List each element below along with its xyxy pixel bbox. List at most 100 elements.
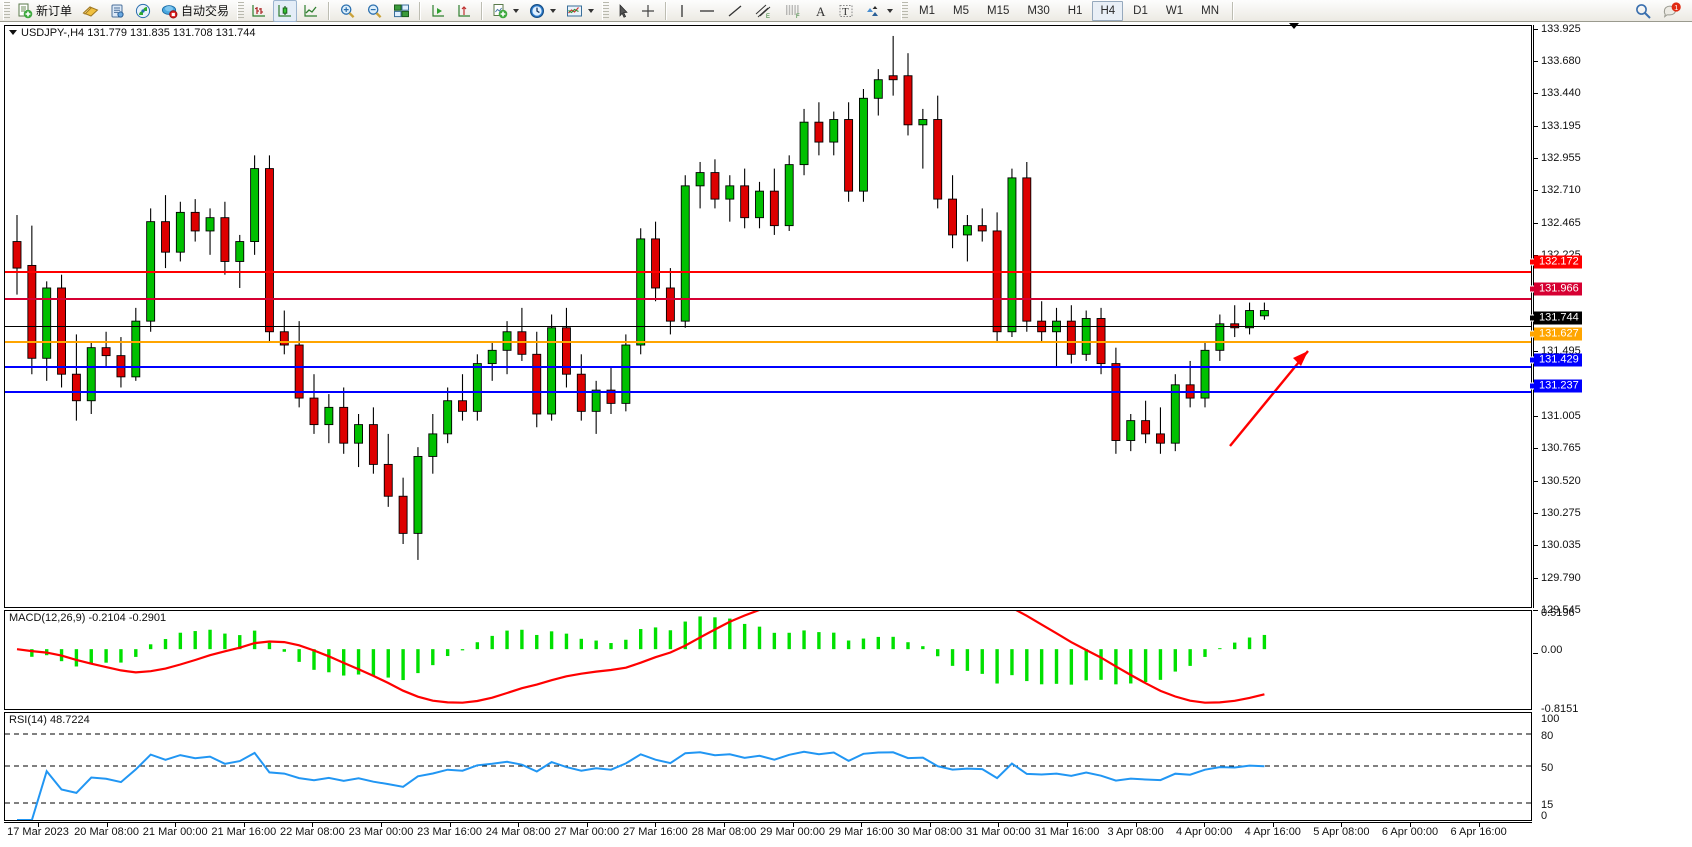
svg-text:T: T bbox=[842, 6, 849, 18]
auto-scroll-button[interactable] bbox=[452, 0, 476, 22]
price-level-line-131744[interactable] bbox=[5, 326, 1531, 327]
time-axis-label: 4 Apr 16:00 bbox=[1244, 826, 1301, 838]
time-axis-label: 28 Mar 08:00 bbox=[691, 826, 757, 838]
trendline-icon bbox=[728, 5, 742, 16]
cursor-button[interactable] bbox=[612, 0, 634, 22]
crosshair-button[interactable] bbox=[636, 0, 660, 22]
price-tick-label: 133.680 bbox=[1541, 55, 1581, 68]
line-chart-button[interactable] bbox=[299, 0, 323, 22]
tab-timeframe-w1[interactable]: W1 bbox=[1165, 4, 1184, 17]
equidistant-channel-button[interactable]: E bbox=[750, 0, 778, 22]
current-bar-marker-icon bbox=[1289, 23, 1299, 29]
toolbar-grip-3[interactable] bbox=[602, 1, 610, 20]
price-tag-131.627[interactable]: 131.627 bbox=[1534, 327, 1582, 341]
toolbar-grip-2[interactable] bbox=[237, 1, 245, 20]
zoom-out-button[interactable] bbox=[362, 0, 387, 22]
price-tag-131.429[interactable]: 131.429 bbox=[1534, 353, 1582, 367]
price-tag-131.237[interactable]: 131.237 bbox=[1534, 379, 1582, 393]
price-scale[interactable]: 133.925 133.680 133.440 133.195 132.955 132.7… bbox=[1529, 23, 1692, 822]
toolbar-separator-3 bbox=[481, 1, 484, 20]
chevron-down-icon[interactable] bbox=[513, 8, 520, 13]
vline-button[interactable] bbox=[672, 0, 692, 22]
indicator-icon bbox=[567, 5, 583, 16]
text-label-button[interactable]: T bbox=[834, 0, 858, 22]
price-level-line-132172[interactable] bbox=[5, 271, 1531, 273]
new-chart-button[interactable] bbox=[488, 0, 523, 22]
price-level-line-131627[interactable] bbox=[5, 341, 1531, 343]
time-axis-label: 3 Apr 08:00 bbox=[1107, 826, 1164, 838]
time-axis-label: 5 Apr 08:00 bbox=[1313, 826, 1370, 838]
price-tag-131.966[interactable]: 131.966 bbox=[1534, 282, 1582, 296]
new-order-button[interactable]: 新订单 bbox=[13, 0, 76, 22]
tile-windows-icon bbox=[394, 4, 410, 17]
price-pane[interactable]: USDJPY-,H4 131.779 131.835 131.708 131.7… bbox=[4, 25, 1532, 608]
time-axis-label: 29 Mar 16:00 bbox=[828, 826, 894, 838]
history-icon bbox=[111, 4, 124, 18]
zoom-in-button[interactable] bbox=[335, 0, 360, 22]
tab-timeframe-m5[interactable]: M5 bbox=[953, 4, 969, 17]
toolbar-grip-4[interactable] bbox=[901, 1, 909, 20]
chart-area[interactable]: USDJPY-,H4 131.779 131.835 131.708 131.7… bbox=[0, 22, 1692, 847]
time-axis[interactable]: 17 Mar 2023 20 Mar 08:00 21 Mar 00:00 21 Ma… bbox=[4, 822, 1532, 846]
period-button[interactable] bbox=[525, 0, 560, 22]
price-level-line-131429[interactable] bbox=[5, 366, 1531, 368]
toolbar-separator-5 bbox=[1232, 1, 1234, 20]
tab-timeframe-m30[interactable]: M30 bbox=[1027, 4, 1050, 17]
signals-button[interactable] bbox=[131, 0, 155, 22]
search-button[interactable] bbox=[1630, 0, 1656, 22]
time-axis-label: 22 Mar 08:00 bbox=[279, 826, 345, 838]
objects-button[interactable] bbox=[860, 0, 897, 22]
hline-button[interactable] bbox=[694, 0, 720, 22]
new-chart-icon bbox=[493, 3, 508, 18]
rsi-plot bbox=[5, 733, 1531, 820]
price-tag-132.172[interactable]: 132.172 bbox=[1534, 255, 1582, 269]
macd-signal-line bbox=[16, 611, 1265, 704]
time-axis-label: 23 Mar 16:00 bbox=[417, 826, 483, 838]
text-button[interactable]: A bbox=[810, 0, 832, 22]
toolbar-separator-1 bbox=[328, 1, 331, 20]
time-axis-label: 21 Mar 00:00 bbox=[142, 826, 208, 838]
rsi-tick-label: 0 bbox=[1541, 810, 1548, 822]
alerts-button[interactable]: 1 bbox=[1658, 0, 1686, 22]
price-tick-label: 132.710 bbox=[1541, 184, 1581, 197]
fibonacci-button[interactable]: F bbox=[780, 0, 808, 22]
price-level-line-131237[interactable] bbox=[5, 391, 1531, 393]
chevron-down-icon-4[interactable] bbox=[887, 8, 894, 13]
rsi-pane[interactable]: RSI(14) 48.7224 bbox=[4, 712, 1532, 821]
chevron-down-icon-3[interactable] bbox=[588, 8, 595, 13]
trendline-button[interactable] bbox=[722, 0, 748, 22]
collapse-triangle-icon[interactable] bbox=[9, 30, 17, 35]
price-tick-label: 133.195 bbox=[1541, 119, 1581, 132]
history-button[interactable] bbox=[105, 0, 129, 22]
price-tag-131.744[interactable]: 131.744 bbox=[1534, 311, 1582, 325]
time-axis-label: 4 Apr 00:00 bbox=[1176, 826, 1233, 838]
book-icon bbox=[82, 5, 99, 17]
shift-end-button[interactable] bbox=[426, 0, 450, 22]
indicator-button[interactable] bbox=[562, 0, 598, 22]
bar-chart-button[interactable] bbox=[247, 0, 271, 22]
tab-timeframe-h1[interactable]: H1 bbox=[1067, 4, 1083, 17]
chevron-down-icon-2[interactable] bbox=[550, 8, 557, 13]
time-axis-label: 27 Mar 00:00 bbox=[554, 826, 620, 838]
price-level-line-131966[interactable] bbox=[5, 298, 1531, 300]
autotrading-button[interactable]: 自动交易 bbox=[157, 0, 233, 22]
text-icon: A bbox=[816, 4, 826, 19]
tab-timeframe-mn[interactable]: MN bbox=[1201, 4, 1219, 17]
price-tick-label: 129.545 bbox=[1541, 604, 1581, 616]
time-axis-label: 6 Apr 16:00 bbox=[1450, 826, 1507, 838]
tile-windows-button[interactable] bbox=[389, 0, 414, 22]
tab-timeframe-h4[interactable]: H4 bbox=[1092, 0, 1124, 21]
tab-timeframe-m1[interactable]: M1 bbox=[919, 4, 936, 17]
macd-tick-label: 0.00 bbox=[1541, 644, 1563, 656]
candlestick-chart-button[interactable] bbox=[273, 0, 298, 22]
rsi-tick-label: 15 bbox=[1541, 799, 1554, 811]
tab-timeframe-d1[interactable]: D1 bbox=[1133, 4, 1148, 17]
zoom-out-icon bbox=[367, 3, 382, 18]
time-axis-label: 21 Mar 16:00 bbox=[211, 826, 277, 838]
time-axis-label: 29 Mar 00:00 bbox=[760, 826, 826, 838]
toolbar-separator-2 bbox=[419, 1, 422, 20]
macd-pane[interactable]: MACD(12,26,9) -0.2104 -0.2901 bbox=[4, 610, 1532, 710]
tab-timeframe-m15[interactable]: M15 bbox=[987, 4, 1010, 17]
book-button[interactable] bbox=[78, 0, 103, 22]
toolbar-grip[interactable] bbox=[3, 1, 10, 20]
